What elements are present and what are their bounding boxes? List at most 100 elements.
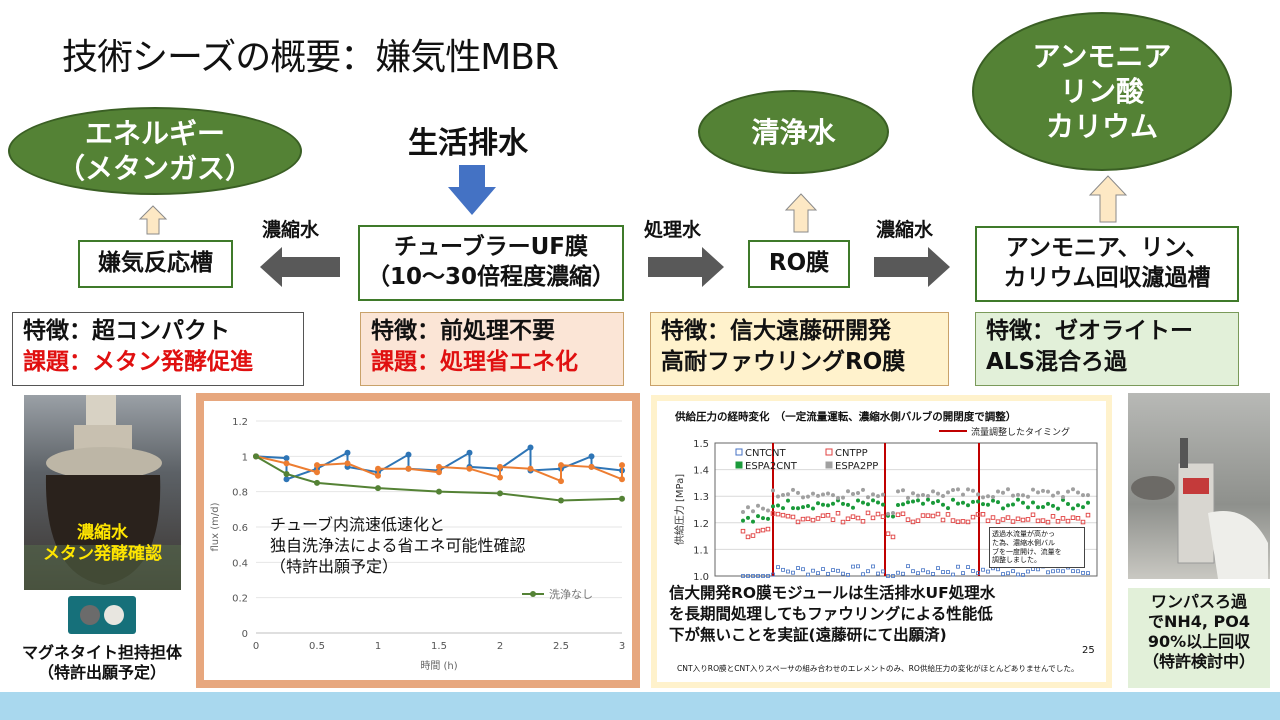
data-point [805, 516, 811, 522]
data-point [751, 519, 755, 524]
wastewater-label: 生活排水 [408, 126, 528, 161]
x-tick-label: 2.5 [553, 641, 569, 652]
data-point [761, 516, 765, 521]
data-point [926, 570, 930, 575]
data-point [558, 497, 564, 504]
data-point [780, 512, 786, 518]
y-tick-label: 0.2 [232, 594, 248, 605]
data-point [976, 499, 980, 504]
data-point [921, 568, 925, 573]
data-point [866, 495, 870, 500]
data-point [996, 567, 1000, 572]
data-point [1080, 519, 1086, 525]
data-point [466, 449, 473, 456]
data-point [841, 495, 845, 500]
data-point [936, 499, 940, 504]
data-point [1026, 494, 1030, 499]
legend-series-label: CNTPP [835, 448, 868, 459]
data-point [951, 487, 955, 492]
data-point [741, 518, 745, 523]
data-point [881, 569, 885, 574]
data-point [836, 568, 840, 573]
data-point [981, 495, 985, 500]
data-point [971, 488, 975, 493]
data-point [881, 502, 885, 507]
legend-marker [825, 448, 833, 456]
filtration-photo [1128, 393, 1270, 579]
data-point [990, 515, 996, 520]
data-point [1006, 487, 1010, 492]
data-point [821, 502, 825, 507]
data-point [1036, 505, 1040, 510]
data-point [746, 505, 750, 510]
data-point [756, 574, 760, 578]
footer-band [0, 692, 1280, 720]
data-point [527, 444, 534, 451]
data-point [876, 500, 880, 505]
data-point [761, 574, 765, 578]
data-point [1086, 500, 1090, 505]
data-point [941, 494, 945, 499]
data-point [1026, 505, 1030, 510]
ammonia-label: アンモニア [1032, 40, 1172, 73]
data-point [866, 502, 870, 507]
data-point [855, 515, 861, 521]
annotation-line3: （特許出願予定） [270, 556, 399, 576]
data-point [840, 519, 846, 525]
data-point [466, 465, 473, 472]
data-point [821, 492, 825, 497]
data-point [866, 569, 870, 574]
data-point [1001, 506, 1005, 511]
carrier-caption-line1: マグネタイト担持担体 [21, 643, 182, 662]
data-point [1011, 502, 1015, 507]
data-point [926, 497, 930, 502]
y-tick-label: 1.2 [693, 519, 709, 530]
data-point [816, 493, 820, 498]
filtration-photo-image [1131, 438, 1268, 579]
data-point [916, 571, 920, 576]
reactor-photo: 濃縮水 メタン発酵確認 [24, 395, 181, 590]
data-point [891, 574, 895, 578]
data-point [1051, 503, 1055, 508]
data-point [497, 490, 503, 497]
data-point [991, 494, 995, 499]
carrier-caption-line2: （特許出願予定） [37, 663, 166, 682]
data-point [1076, 490, 1080, 495]
data-point [1006, 571, 1010, 576]
data-point [946, 490, 950, 495]
ro-pressure-chart: 1.0 1.1 1.2 1.3 1.4 1.5 供給圧力 [MPa] 流量調整したタイミング C… [673, 426, 1098, 583]
anaerobic-feature-text: 特徴：超コンパクト [23, 318, 230, 344]
filtration-caption-line1: ワンパスろ過 [1150, 592, 1247, 611]
data-point [816, 571, 820, 576]
data-point [900, 511, 906, 517]
data-point [761, 506, 765, 511]
data-point [588, 463, 595, 470]
data-point [796, 506, 800, 511]
data-point [558, 478, 564, 485]
data-point [981, 502, 985, 507]
data-point [976, 492, 980, 497]
data-point [966, 565, 970, 570]
data-point [970, 514, 976, 520]
data-point [785, 513, 791, 519]
data-point [314, 469, 320, 476]
annotation-line2: 独自洗浄法による省エネ可能性確認 [270, 535, 526, 555]
data-point [996, 489, 1000, 494]
x-tick-label: 1 [375, 641, 381, 652]
ro-feature-line2: 高耐ファウリングRO膜 [661, 349, 906, 376]
data-point [851, 564, 855, 569]
filtration-caption-line3: 90%以上回収 [1147, 632, 1251, 651]
data-point [955, 519, 961, 525]
data-point [925, 513, 931, 518]
data-point [966, 487, 970, 492]
data-point [905, 517, 911, 522]
data-point [851, 505, 855, 510]
data-point [991, 498, 995, 503]
data-point [1031, 487, 1035, 492]
recovery-feature-box: 特徴：ゼオライトー ALS混合ろ過 [975, 312, 1239, 386]
uf-feature-box: 特徴：前処理不要 課題：処理省エネ化 [360, 312, 624, 386]
y-tick-label: 0 [242, 629, 248, 640]
data-point [941, 570, 945, 574]
data-point [405, 451, 412, 458]
down-arrow-icon [448, 165, 496, 215]
